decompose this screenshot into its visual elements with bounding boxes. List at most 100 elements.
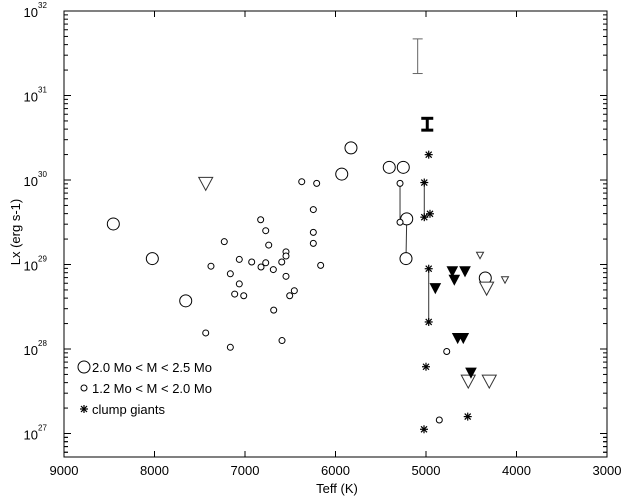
point-small-circle — [286, 292, 294, 300]
point-small-circle — [313, 179, 321, 187]
point-filled-triangle — [459, 266, 471, 278]
asterisk-stroke — [425, 151, 433, 159]
point-open-triangle-large — [460, 374, 477, 390]
legend: 2.0 Mo < M < 2.5 Mo 1.2 Mo < M < 2.0 Mo … — [77, 360, 212, 417]
point-asterisk — [422, 362, 430, 371]
point-asterisk — [463, 412, 472, 421]
point-large-circle — [344, 141, 358, 155]
point-asterisk — [424, 264, 433, 273]
asterisk-stroke — [420, 179, 428, 186]
point-open-triangle-large — [197, 176, 214, 192]
point-small-circle — [309, 228, 317, 236]
point-open-triangle-small — [500, 276, 510, 285]
point-small-circle — [226, 343, 234, 351]
asterisk-stroke — [464, 413, 472, 421]
point-asterisk — [80, 405, 88, 413]
point-small-circle — [269, 266, 277, 274]
error-bar — [421, 116, 434, 132]
y-tick-exponent: 27 — [38, 424, 47, 433]
point-large-circle — [77, 360, 91, 374]
point-small-circle — [80, 384, 88, 392]
y-tick-label: 10 — [24, 90, 38, 105]
point-asterisk — [420, 425, 429, 434]
x-tick-label: 6000 — [321, 463, 350, 478]
point-small-circle — [262, 259, 270, 267]
y-tick-label: 10 — [24, 343, 38, 358]
asterisk-stroke — [426, 210, 434, 218]
x-tick-label: 7000 — [231, 463, 260, 478]
point-small-circle — [435, 416, 443, 424]
point-small-circle — [278, 337, 286, 345]
point-open-triangle-small — [475, 251, 485, 260]
point-asterisk — [420, 213, 429, 222]
point-small-circle — [262, 227, 270, 235]
point-small-circle — [226, 270, 234, 278]
point-open-triangle-large — [478, 281, 495, 297]
point-small-circle — [265, 241, 273, 249]
point-small-circle — [290, 287, 298, 295]
point-small-circle — [396, 179, 404, 187]
point-large-circle — [145, 252, 159, 266]
point-small-circle — [270, 306, 278, 314]
y-tick-exponent: 28 — [38, 339, 47, 348]
legend-label-small-circle: 1.2 Mo < M < 2.0 Mo — [92, 381, 212, 396]
x-tick-label: 3000 — [593, 463, 622, 478]
point-large-circle — [382, 160, 396, 174]
point-small-circle — [309, 239, 317, 247]
point-small-circle — [257, 216, 265, 224]
point-filled-triangle — [457, 333, 470, 345]
point-small-circle — [278, 258, 286, 266]
point-open-triangle-large — [481, 374, 498, 390]
y-tick-exponent: 30 — [38, 170, 47, 179]
y-tick-exponent: 32 — [38, 1, 47, 10]
legend-label-large-circle: 2.0 Mo < M < 2.5 Mo — [92, 360, 212, 375]
point-small-circle — [207, 262, 215, 270]
point-small-circle — [248, 258, 256, 266]
point-small-circle — [298, 178, 306, 186]
y-tick-exponent: 29 — [38, 255, 47, 264]
point-small-circle — [443, 348, 451, 356]
point-small-circle — [396, 218, 404, 226]
point-small-circle — [257, 263, 265, 271]
point-small-circle — [317, 261, 325, 269]
point-small-circle — [240, 292, 248, 300]
x-tick-label: 4000 — [502, 463, 531, 478]
connector-line — [405, 218, 408, 259]
asterisk-stroke — [425, 318, 433, 326]
y-tick-exponent: 31 — [38, 86, 47, 95]
y-tick-label: 10 — [24, 174, 38, 189]
x-tick-label: 8000 — [140, 463, 169, 478]
point-small-circle — [282, 272, 290, 280]
point-large-circle — [399, 252, 413, 266]
point-large-circle — [179, 294, 193, 308]
point-large-circle — [106, 217, 120, 231]
y-tick-label: 10 — [24, 428, 38, 443]
asterisk-stroke — [420, 213, 428, 221]
point-asterisk — [420, 178, 429, 187]
point-small-circle — [202, 329, 210, 337]
point-asterisk — [424, 317, 433, 326]
y-tick-label: 10 — [24, 5, 38, 20]
x-tick-label: 9000 — [50, 463, 79, 478]
x-tick-label: 5000 — [412, 463, 441, 478]
point-large-circle — [335, 167, 349, 181]
x-axis-label: Teff (K) — [316, 481, 358, 496]
error-bar — [412, 38, 423, 75]
point-filled-triangle — [429, 283, 442, 295]
asterisk-stroke — [420, 425, 428, 433]
point-small-circle — [309, 206, 317, 214]
asterisk-stroke — [80, 405, 88, 413]
point-small-circle — [282, 252, 290, 260]
point-filled-triangle — [465, 367, 477, 379]
point-asterisk — [424, 150, 433, 159]
point-filled-triangle — [446, 266, 459, 278]
point-filled-triangle — [448, 274, 461, 286]
point-small-circle — [220, 238, 228, 246]
legend-label-asterisk: clump giants — [92, 402, 165, 417]
point-large-circle — [396, 160, 410, 174]
data-marks — [106, 38, 510, 434]
asterisk-stroke — [422, 363, 430, 371]
point-small-circle — [235, 280, 243, 288]
